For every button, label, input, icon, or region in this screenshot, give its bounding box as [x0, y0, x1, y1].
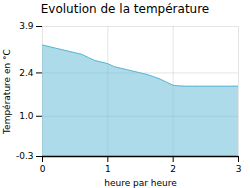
svg-text:Température en °C: Température en °C	[2, 49, 12, 135]
svg-text:2: 2	[170, 164, 176, 174]
svg-text:1: 1	[105, 164, 111, 174]
svg-text:0: 0	[40, 164, 46, 174]
svg-text:heure par heure: heure par heure	[104, 178, 177, 188]
svg-text:3.9: 3.9	[19, 21, 34, 31]
html-text:Evolution de la température: Evolution de la température	[40, 2, 210, 16]
svg-text:3: 3	[236, 164, 242, 174]
svg-text:-0.3: -0.3	[16, 151, 34, 161]
svg-text:2.4: 2.4	[19, 68, 34, 78]
svg-text:1.0: 1.0	[19, 111, 34, 121]
